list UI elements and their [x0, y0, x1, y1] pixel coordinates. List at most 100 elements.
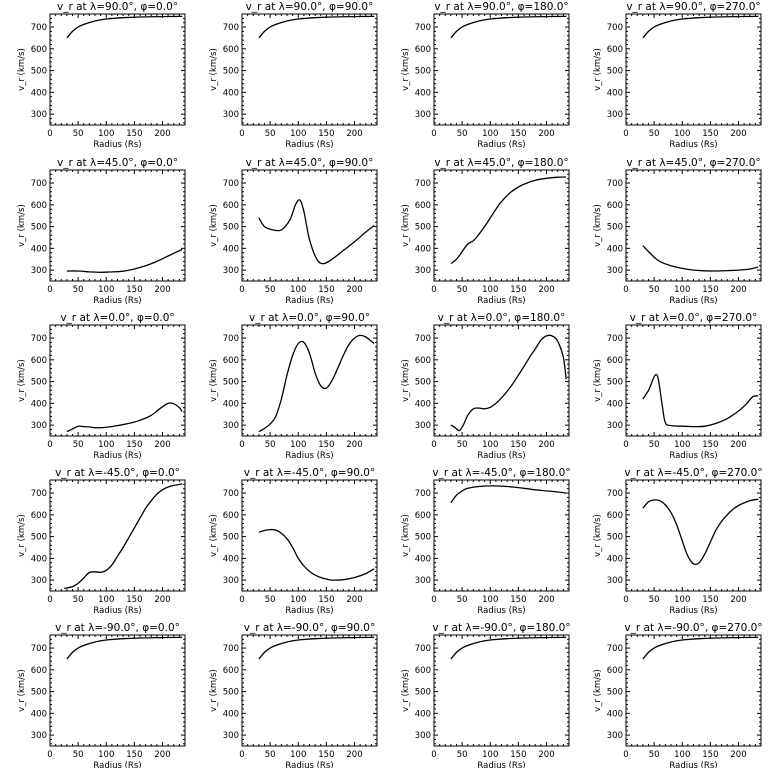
y-tick-label: 400 — [607, 709, 623, 719]
series-line — [450, 485, 567, 504]
y-tick-label: 400 — [31, 244, 47, 254]
series-line — [66, 248, 183, 273]
y-tick-label: 500 — [31, 378, 47, 388]
x-tick-label: 100 — [290, 595, 306, 605]
panel-title: v_r at λ=0.0°, φ=0.0° — [60, 312, 174, 324]
y-tick-label: 500 — [415, 378, 431, 388]
y-tick-label: 400 — [223, 244, 239, 254]
x-axis-label: Radius (Rs) — [93, 761, 141, 768]
series-line — [450, 15, 567, 39]
x-tick-label: 200 — [154, 750, 170, 760]
series-line — [258, 15, 375, 39]
y-tick-label: 600 — [31, 356, 47, 366]
x-tick-label: 0 — [623, 440, 628, 450]
y-tick-label: 300 — [607, 731, 623, 741]
series-line — [258, 636, 375, 660]
y-axis-label: v_r (km/s) — [209, 48, 219, 91]
x-axis-label: Radius (Rs) — [93, 296, 141, 306]
y-tick-label: 700 — [607, 179, 623, 189]
series-line — [642, 498, 759, 566]
panel: v_r at λ=0.0°, φ=0.0° 0 50 100 150 200 300 400 5… — [17, 312, 186, 461]
y-tick-label: 500 — [607, 688, 623, 698]
y-tick-label: 600 — [607, 45, 623, 55]
x-tick-label: 200 — [730, 129, 746, 139]
y-tick-label: 700 — [607, 334, 623, 344]
y-tick-label: 600 — [415, 356, 431, 366]
y-tick-label: 500 — [223, 378, 239, 388]
y-axis-label: v_r (km/s) — [209, 669, 219, 712]
panel: v_r at λ=0.0°, φ=180.0° 0 50 100 150 200 300 40… — [401, 312, 570, 461]
x-tick-label: 50 — [457, 750, 468, 760]
x-tick-label: 150 — [318, 750, 334, 760]
plot-frame — [241, 13, 378, 126]
y-tick-label: 400 — [31, 554, 47, 564]
x-tick-label: 150 — [510, 129, 526, 139]
y-tick-label: 400 — [223, 88, 239, 98]
y-tick-label: 300 — [31, 576, 47, 586]
panel: v_r at λ=-45.0°, φ=90.0° 0 50 100 150 200 300 4… — [209, 467, 378, 616]
x-tick-label: 0 — [623, 129, 628, 139]
x-axis-label: Radius (Rs) — [477, 761, 525, 768]
y-tick-label: 500 — [31, 533, 47, 543]
y-tick-label: 300 — [607, 576, 623, 586]
y-tick-label: 600 — [415, 201, 431, 211]
panel-title: v_r at λ=-90.0°, φ=180.0° — [432, 622, 570, 634]
series-line — [258, 528, 375, 581]
y-tick-label: 300 — [415, 731, 431, 741]
y-tick-label: 400 — [31, 709, 47, 719]
x-tick-label: 200 — [346, 595, 362, 605]
x-tick-label: 50 — [265, 285, 276, 295]
x-tick-label: 200 — [730, 750, 746, 760]
x-tick-label: 50 — [265, 595, 276, 605]
plot-frame — [49, 324, 186, 437]
x-axis-label: Radius (Rs) — [477, 296, 525, 306]
panel-title: v_r at λ=-90.0°, φ=0.0° — [55, 622, 180, 634]
x-tick-label: 0 — [431, 285, 436, 295]
y-tick-label: 500 — [223, 688, 239, 698]
x-tick-label: 200 — [154, 595, 170, 605]
y-tick-label: 600 — [223, 666, 239, 676]
y-tick-label: 400 — [31, 88, 47, 98]
x-tick-label: 0 — [431, 750, 436, 760]
panel: v_r at λ=-90.0°, φ=270.0° 0 50 100 150 200 300… — [593, 622, 763, 768]
y-tick-label: 600 — [31, 511, 47, 521]
panel-title: v_r at λ=0.0°, φ=90.0° — [249, 312, 370, 324]
panel-title: v_r at λ=45.0°, φ=270.0° — [626, 157, 760, 169]
y-axis-label: v_r (km/s) — [209, 514, 219, 557]
y-tick-label: 300 — [31, 110, 47, 120]
x-tick-label: 0 — [239, 285, 244, 295]
plot-frame — [433, 479, 570, 592]
y-tick-label: 600 — [223, 356, 239, 366]
y-tick-label: 500 — [415, 533, 431, 543]
y-axis-label: v_r (km/s) — [593, 204, 603, 247]
y-axis-label: v_r (km/s) — [593, 359, 603, 402]
x-tick-label: 0 — [431, 595, 436, 605]
y-tick-label: 300 — [607, 421, 623, 431]
panel-title: v_r at λ=45.0°, φ=0.0° — [57, 157, 178, 169]
x-tick-label: 100 — [674, 750, 690, 760]
x-tick-label: 100 — [674, 440, 690, 450]
series-line — [63, 483, 183, 590]
x-tick-label: 0 — [623, 595, 628, 605]
x-tick-label: 50 — [265, 440, 276, 450]
x-tick-label: 150 — [126, 440, 142, 450]
x-tick-label: 100 — [482, 595, 498, 605]
x-tick-label: 50 — [457, 440, 468, 450]
x-tick-label: 50 — [73, 750, 84, 760]
y-tick-label: 600 — [223, 45, 239, 55]
plot-frame — [625, 13, 762, 126]
x-axis-label: Radius (Rs) — [477, 451, 525, 461]
x-tick-label: 200 — [538, 285, 554, 295]
x-tick-label: 0 — [239, 750, 244, 760]
x-tick-label: 150 — [510, 750, 526, 760]
x-tick-label: 150 — [702, 750, 718, 760]
x-tick-label: 200 — [538, 440, 554, 450]
x-tick-label: 150 — [702, 285, 718, 295]
panel-title: v_r at λ=45.0°, φ=180.0° — [434, 157, 568, 169]
y-tick-label: 700 — [415, 489, 431, 499]
y-tick-label: 700 — [31, 179, 47, 189]
plot-frame — [433, 13, 570, 126]
series-line — [642, 373, 759, 428]
y-tick-label: 300 — [607, 110, 623, 120]
y-tick-label: 600 — [415, 511, 431, 521]
